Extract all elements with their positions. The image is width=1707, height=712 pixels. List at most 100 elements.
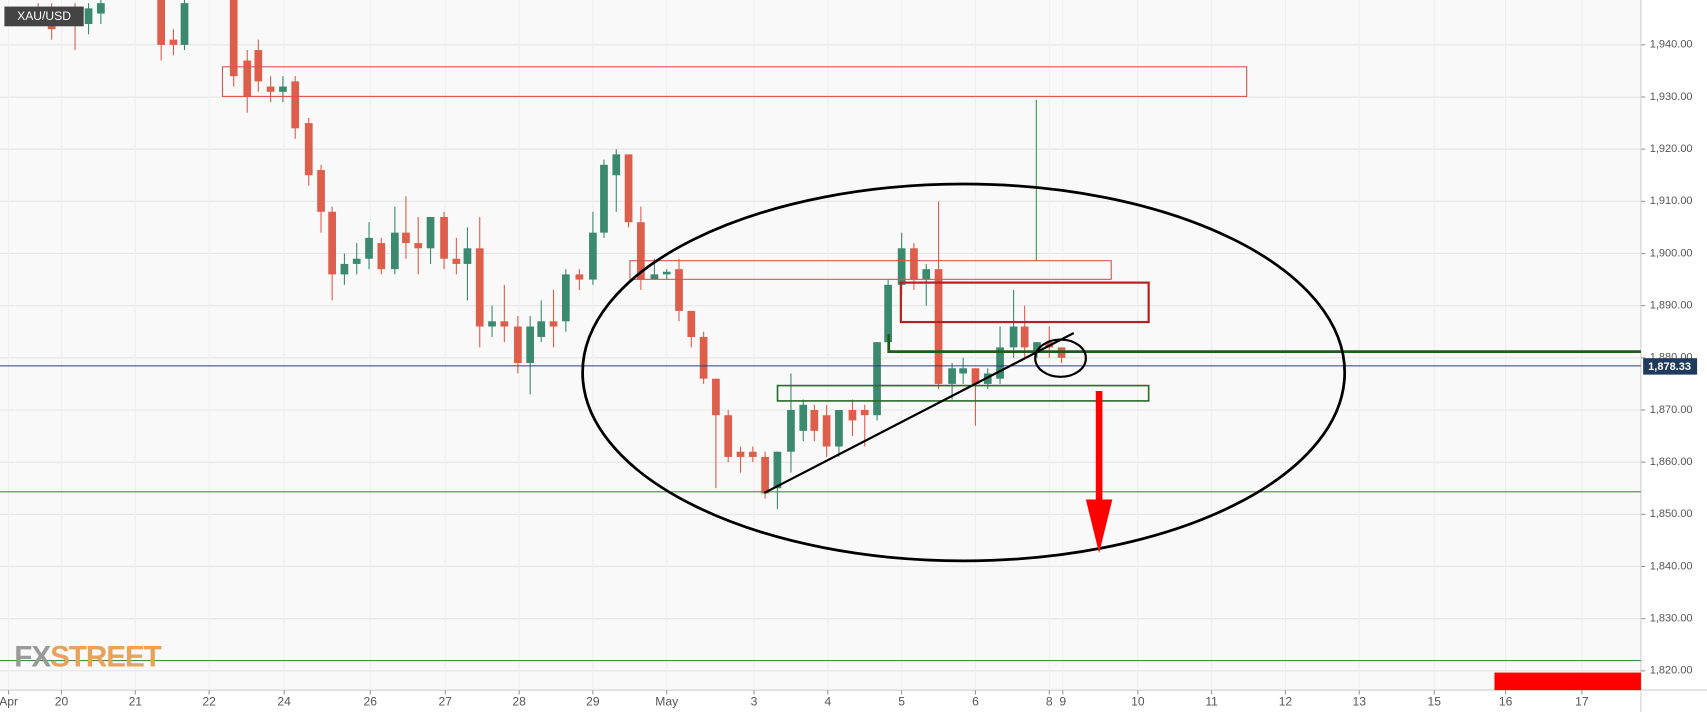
candle-body — [1009, 326, 1018, 348]
x-tick-label: 27 — [439, 694, 453, 708]
y-tick-label: 1,910.00 — [1650, 195, 1693, 207]
y-tick-label: 1,880.00 — [1650, 352, 1693, 364]
x-tick-label: 6 — [972, 694, 979, 708]
candle-body — [922, 269, 931, 280]
candle-body — [787, 409, 795, 452]
marker-box — [1494, 672, 1641, 691]
y-tick-label: 1,820.00 — [1650, 665, 1693, 677]
candle-body — [500, 321, 509, 327]
candle-body — [452, 258, 461, 264]
candle-body — [291, 81, 300, 129]
candle-body — [910, 248, 918, 280]
x-tick-label: 28 — [512, 694, 526, 708]
candle-body — [675, 269, 683, 311]
candle-body — [934, 269, 943, 384]
resistance-zone — [629, 260, 1112, 280]
candle-body — [773, 451, 782, 489]
x-tick-label: 15 — [1428, 694, 1442, 708]
y-tick-label: 1,890.00 — [1650, 300, 1693, 312]
x-tick-label: 8 — [1046, 694, 1053, 708]
candle-body — [304, 123, 313, 176]
neckline — [887, 334, 1641, 353]
candle-body — [575, 274, 584, 280]
title-box — [4, 6, 84, 27]
candle-body — [488, 321, 496, 327]
candle-body — [157, 0, 165, 45]
candle-body — [414, 243, 423, 249]
candle-body — [848, 409, 857, 421]
candle-body — [884, 284, 892, 343]
y-tick-label: 1,870.00 — [1650, 404, 1693, 416]
candle-body — [897, 248, 906, 285]
x-tick-label: 26 — [364, 694, 378, 708]
plot-background — [0, 0, 1641, 690]
candle-body — [996, 347, 1004, 379]
x-tick-label: 9 — [1059, 694, 1066, 708]
x-tick-label: 16 — [1499, 694, 1513, 708]
candle-body — [873, 342, 881, 416]
candle-body — [84, 8, 93, 24]
candle-body — [662, 271, 671, 275]
candle-body — [526, 326, 535, 364]
x-tick-label: 3 — [751, 694, 758, 708]
resistance-zone — [221, 66, 1248, 97]
watermark-part: STREET — [50, 640, 162, 673]
candle-body — [391, 232, 399, 270]
candle-body — [426, 216, 435, 249]
x-tick-label: 20 — [55, 694, 69, 708]
candle-body — [637, 222, 645, 280]
grid — [0, 44, 1641, 672]
x-tick-label: 21 — [129, 694, 143, 708]
candle-body — [377, 243, 386, 270]
candle-body — [971, 368, 980, 384]
x-tick-label: 24 — [277, 694, 291, 708]
candle-body — [736, 451, 745, 457]
candle-body — [537, 321, 546, 337]
x-tick-label: 5 — [898, 694, 905, 708]
arrow-head — [1085, 499, 1113, 554]
candle-body — [180, 3, 189, 45]
focus-ellipse — [581, 182, 1347, 563]
candle-body — [549, 321, 558, 327]
candle-body — [514, 326, 522, 364]
chart-title: XAU/USD — [17, 9, 71, 23]
candle-body — [810, 409, 819, 431]
candle-body — [365, 237, 373, 259]
candle-body — [983, 373, 992, 384]
last-price-box — [1643, 358, 1698, 375]
candle-body — [169, 39, 178, 45]
candle-body — [243, 60, 252, 98]
candle-body — [624, 154, 633, 223]
x-tick-label: 22 — [202, 694, 216, 708]
candle-body — [328, 211, 336, 275]
watermark-part: FX — [14, 640, 51, 673]
candle-body — [266, 86, 275, 92]
candle-body — [1033, 342, 1041, 353]
x-tick-label: 17 — [1575, 694, 1589, 708]
y-tick-label: 1,920.00 — [1650, 143, 1693, 155]
candle-body — [612, 154, 621, 176]
candle-body — [97, 3, 105, 14]
x-tick-label: 29 — [586, 694, 600, 708]
candle-body — [650, 274, 659, 280]
candle-body — [860, 409, 869, 416]
candle-body — [463, 248, 472, 264]
candle-body — [340, 263, 349, 275]
x-tick-label: 10 — [1131, 694, 1145, 708]
x-tick-label: May — [655, 694, 679, 708]
watermark: FXSTREET — [14, 640, 161, 673]
candle-body — [279, 86, 287, 92]
y-tick-label: 1,840.00 — [1650, 560, 1693, 572]
candle-body — [959, 368, 968, 374]
x-tick-label: Apr — [0, 694, 18, 708]
annotations — [0, 66, 1641, 691]
candle-body — [352, 258, 361, 264]
y-tick-label: 1,830.00 — [1650, 613, 1693, 625]
x-tick-label: 11 — [1205, 694, 1218, 708]
candle-body — [799, 404, 808, 431]
candle-body — [317, 170, 325, 212]
resistance-zone — [899, 281, 1150, 324]
support-zone — [776, 384, 1150, 402]
candle-body — [589, 232, 597, 280]
